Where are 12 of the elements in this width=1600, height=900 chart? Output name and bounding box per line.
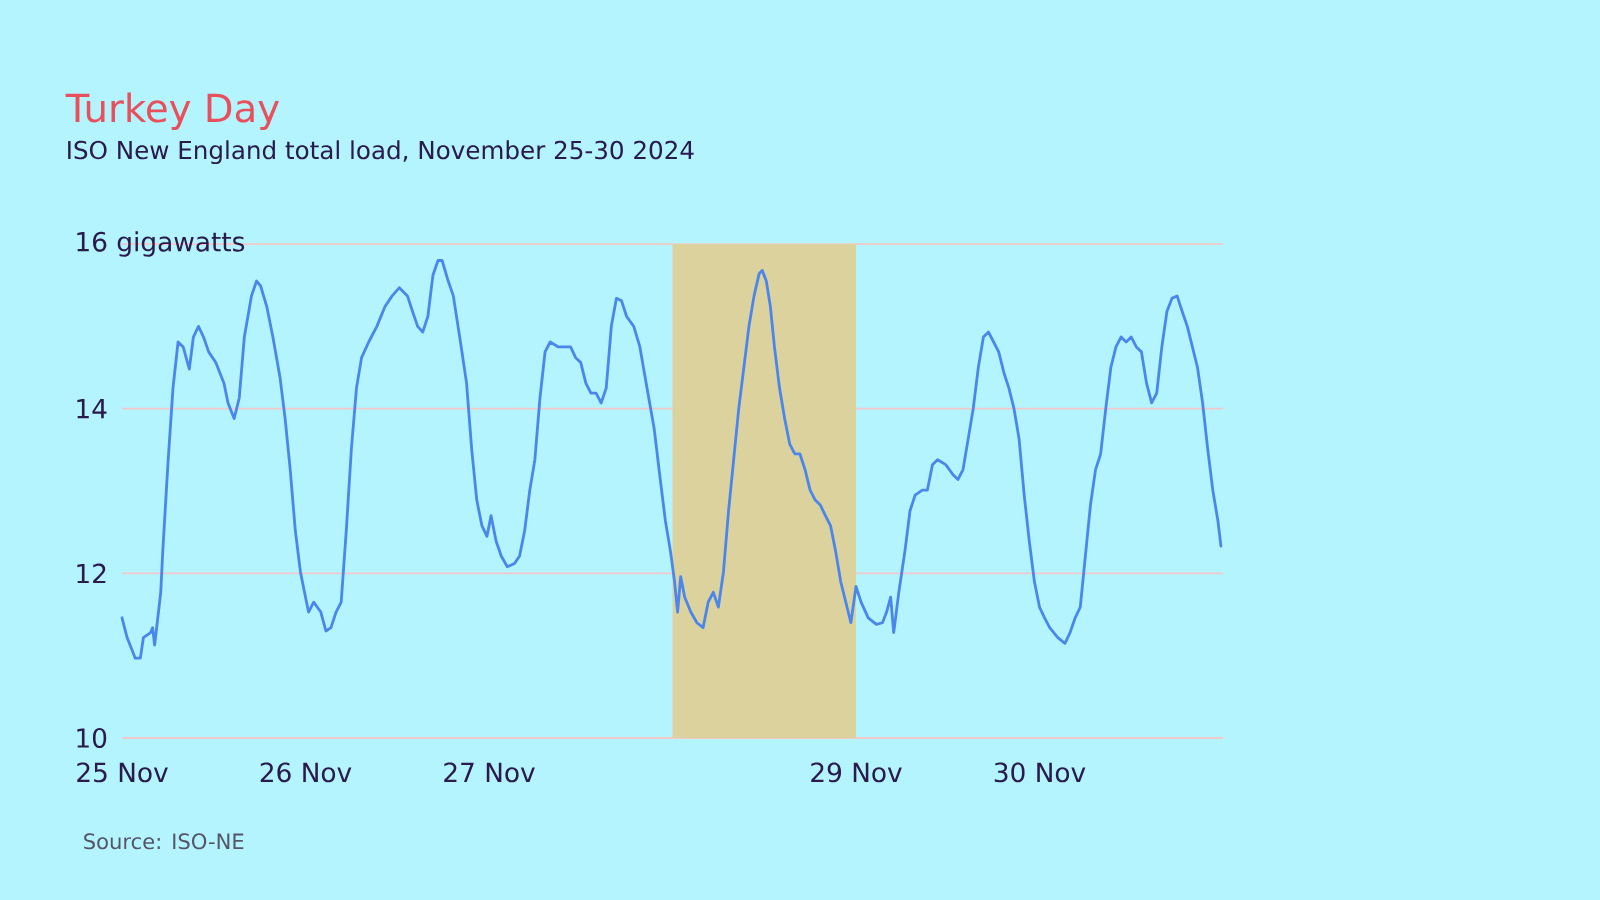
x-tick-label: 29 Nov bbox=[811, 762, 902, 783]
chart-subtitle: ISO New England total load, November 25-30 2024 bbox=[68, 140, 694, 165]
y-tick-label: 12 bbox=[77, 563, 106, 584]
x-tick-label: 27 Nov bbox=[444, 762, 535, 783]
y-tick-label: 14 bbox=[77, 399, 107, 419]
source-note: Source: ISO-NE bbox=[84, 833, 244, 850]
chart-title: Turkey Day bbox=[65, 92, 279, 131]
x-tick-label: 26 Nov bbox=[260, 762, 352, 783]
x-tick-label: 30 Nov bbox=[994, 762, 1086, 783]
y-tick-label: 16 gigawatts bbox=[77, 231, 245, 257]
x-tick-label: 25 Nov bbox=[77, 762, 168, 783]
y-tick-label: 10 bbox=[77, 728, 107, 748]
